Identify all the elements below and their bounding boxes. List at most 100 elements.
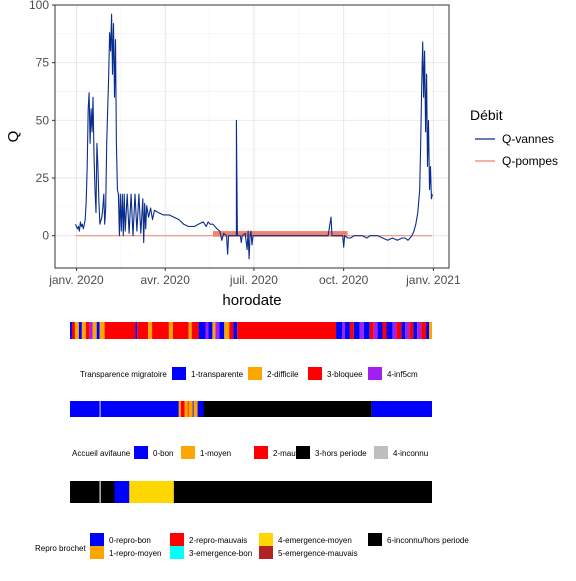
legend-label-q-pompes: Q-pompes (502, 154, 558, 168)
legend-debit: Débit Q-vannes Q-pompes (470, 107, 558, 168)
strip-segment-1-transparente (401, 322, 406, 339)
series-q-vannes-line (74, 13, 433, 260)
legend-key-2-difficile (248, 367, 262, 380)
legend-key-0-repro-bon (90, 533, 104, 546)
legend-key-4-inf5cm (368, 367, 382, 380)
strip-segment-3-bloquee (152, 322, 169, 339)
legend-label-1-repro-moyen: 1-repro-moyen (109, 549, 161, 558)
strip-segment-3-bloquee (369, 322, 374, 339)
strip-segment-3-bloquee (382, 322, 387, 339)
strip-segment-0-bon (192, 401, 194, 417)
strip-segment-0-repro-bon (114, 481, 130, 503)
x-axis-ticks: janv. 2020 avr. 2020 juil. 2020 oct. 2020 ja… (48, 268, 461, 287)
x-tick-label-janv-2021: janv. 2021 (405, 273, 461, 287)
legend-key-1-moyen (181, 446, 195, 459)
strip-segment-2-difficile (99, 322, 105, 339)
strip-segment-1-transparente (363, 322, 370, 339)
strip-segment-4-inf5cm (417, 322, 422, 339)
legend-label-q-vannes: Q-vannes (502, 132, 554, 146)
legend-label-4-inconnu: 4-inconnu (393, 449, 428, 458)
strip-segment-2-mauvais (180, 401, 185, 417)
legend-label-1-transparente: 1-transparente (191, 370, 244, 379)
legend-label-4-emergence-moyen: 4-emergence-moyen (278, 536, 352, 545)
strip-segment-6-inconnu-hors-periode (100, 481, 115, 503)
strip-segment-3-hors-periode (203, 401, 372, 417)
plot-panel-border (54, 4, 450, 269)
strip-segment-4-inf5cm (373, 322, 378, 339)
strip-segment-2-difficile (188, 322, 192, 339)
legend-key-0-bon (134, 446, 148, 459)
y-tick-label-0: 0 (42, 229, 49, 243)
legend-label-3-hors-periode: 3-hors periode (315, 449, 367, 458)
legend-title: Transparence migratoire (80, 370, 167, 379)
strip-segment-0-bon (70, 401, 100, 417)
strip-segment-3-bloquee (172, 322, 189, 339)
strip-segment-1-transparente (96, 322, 100, 339)
strip-segment-0-bon (197, 401, 204, 417)
legend-accueil-avifaune: Accueil avifaune 0-bon 1-moyen 2-mauvais 3-h… (72, 446, 428, 459)
strip-segment-1-transparente (336, 322, 342, 339)
strip-segment-1-transparente (70, 322, 72, 339)
strip-segment-1-moyen (178, 401, 181, 417)
strip-segment-1-transparente (344, 322, 350, 339)
strip-segment-1-transparente (78, 322, 82, 339)
strip-segment-4-inf5cm (215, 322, 220, 339)
strip-segment-4-inf5cm (405, 322, 410, 339)
strip-segment-0-bon (371, 401, 432, 417)
strip-segment-3-bloquee (104, 322, 136, 339)
strip-segment-3-bloquee (349, 322, 354, 339)
strip-segment-3-bloquee (137, 322, 149, 339)
legend-label-0-bon: 0-bon (153, 449, 173, 458)
legend-key-3-emergence-bon (170, 546, 184, 559)
strip-segment-2-mauvais (187, 401, 189, 417)
main-line-chart: 0 25 50 75 100 janv. 2020 avr. 2020 juil. 2020… (5, 0, 558, 309)
legend-title: Accueil avifaune (72, 449, 131, 458)
strip-segment-4-inf5cm (359, 322, 364, 339)
strip-segment-6-inconnu-hors-periode (70, 481, 100, 503)
strip-segment-1-transparente (198, 322, 206, 339)
strip-segment-1-transparente (413, 322, 418, 339)
legend-key-2-repro-mauvais (170, 533, 184, 546)
strip-segment-2-difficile (429, 322, 432, 339)
strip-segment-1-transparente (208, 322, 213, 339)
strip-segment-4-inconnu (99, 401, 101, 417)
x-tick-label-janv-2020: janv. 2020 (48, 273, 104, 287)
strip-segment-1-moyen (193, 401, 198, 417)
legend-transparence-migratoire: Transparence migratoire 1-transparente 2-d… (80, 367, 418, 380)
strip-segment-3-bloquee (396, 322, 402, 339)
y-tick-label-25: 25 (36, 171, 50, 185)
strip-segment-1-transparente (233, 322, 238, 339)
strip-segment-3-bloquee (191, 322, 199, 339)
y-tick-label-75: 75 (36, 56, 50, 70)
legend-repro-brochet: Repro brochet 0-repro-bon 1-repro-moyen 2-r… (35, 533, 469, 559)
strip-accueil-avifaune: Accueil avifaune 0-bon 1-moyen 2-mauvais 3-h… (70, 401, 432, 459)
strip-segment-2-difficile (81, 322, 86, 339)
strip-segment-3-bloquee (421, 322, 427, 339)
legend-key-2-mauvais (254, 446, 268, 459)
y-axis-ticks: 0 25 50 75 100 (29, 0, 55, 243)
strip-segment-3-bloquee (237, 322, 337, 339)
strip-segment-2-difficile (74, 322, 79, 339)
strip-segment-1-transparente (135, 322, 138, 339)
strip-segment-4-inf5cm (205, 322, 209, 339)
legend-key-3-bloquee (308, 367, 322, 380)
legend-key-5-emergence-mauvais (259, 546, 273, 559)
strip-segment-1-transparente (386, 322, 393, 339)
strip-segment-1-transparente (377, 322, 383, 339)
strip-segment-4-inconnu (99, 481, 101, 503)
legend-label-2-repro-mauvais: 2-repro-mauvais (189, 536, 247, 545)
strip-segment-3-bloquee (85, 322, 90, 339)
legend-key-4-emergence-moyen (259, 533, 273, 546)
strip-segment-1-transparente (426, 322, 430, 339)
strip-segment-4-inf5cm (89, 322, 93, 339)
strip-segment-2-difficile (212, 322, 216, 339)
strip-segment-1-transparente (219, 322, 225, 339)
strip-segment-2-difficile (224, 322, 230, 339)
y-tick-label-50: 50 (36, 113, 50, 127)
strip-transparence-migratoire: Transparence migratoire 1-transparente 2-d… (70, 322, 432, 380)
q-pompes-block (212, 231, 348, 237)
strip-segment-4-inf5cm (341, 322, 345, 339)
x-tick-label-oct-2020: oct. 2020 (319, 273, 369, 287)
strip-segment-1-moyen (184, 401, 188, 417)
